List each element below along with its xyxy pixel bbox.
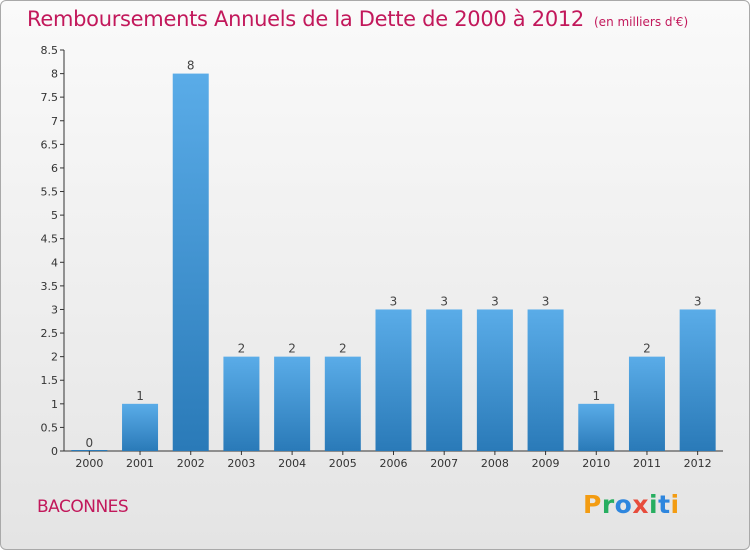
y-tick-label: 2 (51, 351, 58, 364)
y-tick-label: 7 (51, 115, 58, 128)
data-label-2006: 3 (390, 294, 398, 308)
x-axis: 2000 2001 2002 2003 2004 2005 2006 2007 2008 2009… (64, 450, 723, 470)
data-label-2003: 2 (238, 342, 246, 356)
x-tick-label: 2011 (633, 457, 661, 470)
y-tick-label: 3 (51, 303, 58, 316)
y-tick-label: 1.5 (41, 374, 59, 387)
logo-letter: i (670, 490, 680, 519)
logo-letter: o (614, 490, 633, 519)
bar-2009 (527, 309, 564, 451)
x-tick-label: 2003 (227, 457, 255, 470)
chart-subtitle: (en milliers d'€) (594, 15, 689, 29)
y-tick-label: 2.5 (41, 327, 59, 340)
logo-letter: r (601, 490, 615, 519)
y-tick-label: 5 (51, 209, 58, 222)
logo-letter: i (649, 490, 659, 519)
y-tick-label: 8.5 (41, 44, 59, 57)
data-label-2005: 2 (339, 342, 347, 356)
bar-2007 (426, 309, 463, 451)
logo-letter: t (658, 490, 671, 519)
bars (71, 73, 716, 452)
bar-2006 (375, 309, 412, 451)
x-tick-label: 2001 (126, 457, 154, 470)
y-tick-label: 8 (51, 68, 58, 81)
logo-letter: x (632, 490, 649, 519)
bar-2008 (476, 309, 513, 451)
x-tick-label: 2007 (430, 457, 458, 470)
data-label-2002: 8 (187, 59, 195, 73)
data-label-2008: 3 (491, 294, 499, 308)
bar-2012 (679, 309, 716, 451)
x-tick-label: 2006 (380, 457, 408, 470)
x-tick-label: 2008 (481, 457, 509, 470)
y-tick-label: 4 (51, 256, 58, 269)
bar-2011 (628, 356, 665, 451)
bar-2001 (122, 403, 159, 451)
data-label-2009: 3 (542, 294, 550, 308)
x-tick-label: 2010 (582, 457, 610, 470)
x-tick-label: 2012 (684, 457, 712, 470)
x-tick-label: 2000 (75, 457, 103, 470)
bar-2010 (578, 403, 615, 451)
y-tick-label: 3.5 (41, 280, 59, 293)
y-tick-label: 4.5 (41, 233, 59, 246)
y-tick-label: 7.5 (41, 91, 59, 104)
chart-title: Remboursements Annuels de la Dette de 20… (27, 7, 688, 31)
data-label-2010: 1 (592, 389, 600, 403)
data-labels: 0 1 8 2 2 2 3 3 3 3 1 2 3 (86, 59, 702, 450)
x-tick-label: 2005 (329, 457, 357, 470)
data-label-2000: 0 (86, 436, 94, 450)
bar-2005 (324, 356, 361, 451)
bar-2002 (172, 73, 209, 452)
logo-letter: P (583, 490, 602, 519)
commune-name: BACONNES (37, 497, 129, 517)
y-tick-label: 5.5 (41, 186, 59, 199)
data-label-2012: 3 (694, 294, 702, 308)
bar-2004 (274, 356, 311, 451)
x-tick-label: 2004 (278, 457, 306, 470)
chart-title-text: Remboursements Annuels de la Dette de 20… (27, 7, 584, 31)
data-label-2004: 2 (288, 342, 296, 356)
y-tick-label: 6 (51, 162, 58, 175)
y-tick-label: 0 (51, 445, 58, 458)
bar-2003 (223, 356, 260, 451)
data-label-2011: 2 (643, 342, 651, 356)
x-tick-label: 2009 (532, 457, 560, 470)
y-axis: 0 0.5 1 1.5 2 2.5 3 3.5 4 4.5 5 5.5 6 6.5 7 7.5 8 8.5 (41, 44, 65, 458)
data-label-2001: 1 (136, 389, 144, 403)
y-tick-label: 6.5 (41, 138, 59, 151)
proxiti-logo: Proxiti (583, 490, 680, 519)
data-label-2007: 3 (440, 294, 448, 308)
y-tick-label: 1 (51, 398, 58, 411)
y-tick-label: 0.5 (41, 421, 59, 434)
x-tick-label: 2002 (177, 457, 205, 470)
